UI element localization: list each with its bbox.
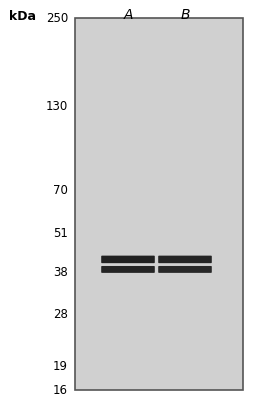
Text: 130: 130	[46, 100, 68, 113]
Text: 38: 38	[53, 266, 68, 279]
Text: 70: 70	[53, 184, 68, 197]
Bar	[75, 18, 243, 390]
FancyBboxPatch shape	[101, 256, 155, 263]
Text: A: A	[123, 8, 133, 22]
Text: 19: 19	[53, 360, 68, 373]
Text: 28: 28	[53, 308, 68, 321]
Text: 250: 250	[46, 12, 68, 25]
FancyBboxPatch shape	[101, 266, 155, 273]
Text: 51: 51	[53, 226, 68, 240]
Text: 16: 16	[53, 384, 68, 397]
FancyBboxPatch shape	[158, 266, 212, 273]
Text: kDa: kDa	[8, 10, 36, 23]
Text: B: B	[180, 8, 190, 22]
FancyBboxPatch shape	[158, 256, 212, 263]
